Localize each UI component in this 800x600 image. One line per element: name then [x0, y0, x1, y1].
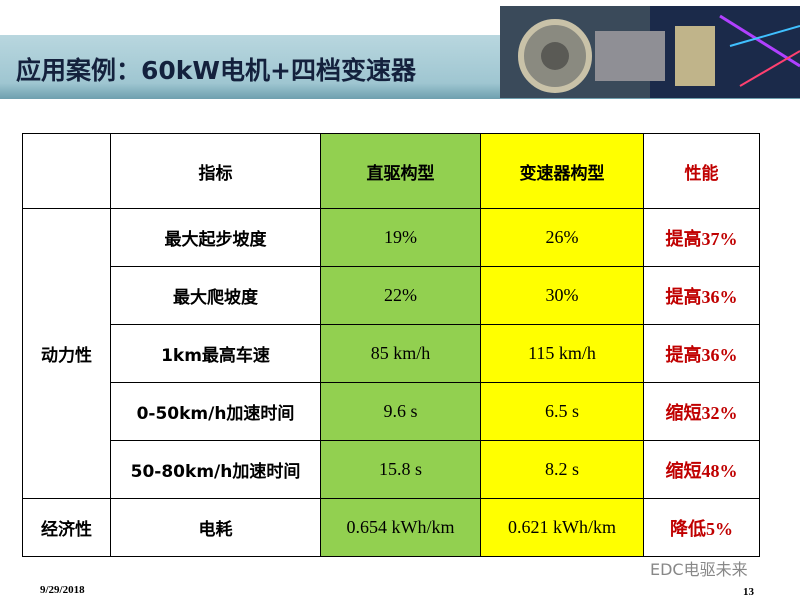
- header-cell: 指标: [110, 133, 321, 209]
- cell: 提高37%: [643, 208, 760, 267]
- cell: 0.654 kWh/km: [320, 498, 481, 557]
- cell: 9.6 s: [320, 382, 481, 441]
- cell: 缩短48%: [643, 440, 760, 499]
- data-row: 经济性 电耗 0.654 kWh/km 0.621 kWh/km 降低5%: [22, 498, 760, 557]
- cell: 50-80km/h加速时间: [110, 440, 321, 499]
- cell: 降低5%: [643, 498, 760, 557]
- watermark: EDC电驱未来: [650, 560, 748, 579]
- date: 9/29/2018: [40, 584, 85, 596]
- cell: 最大起步坡度: [110, 208, 321, 267]
- cell: 0.621 kWh/km: [480, 498, 644, 557]
- header-cell: 直驱构型: [320, 133, 481, 209]
- cell: 22%: [320, 266, 481, 325]
- data-row: 50-80km/h加速时间 15.8 s 8.2 s 缩短48%: [23, 440, 760, 499]
- data-row: 最大爬坡度 22% 30% 提高36%: [23, 266, 760, 325]
- header-cell: 性能: [643, 133, 760, 209]
- cell: 26%: [480, 208, 644, 267]
- cell: 15.8 s: [320, 440, 481, 499]
- cell: 提高36%: [643, 266, 760, 325]
- data-row: 1km最高车速 85 km/h 115 km/h 提高36%: [23, 324, 760, 383]
- cell: 115 km/h: [480, 324, 644, 383]
- cell: 19%: [320, 208, 481, 267]
- cell: 8.2 s: [480, 440, 644, 499]
- group-cell: 动力性: [22, 208, 111, 499]
- cell: 1km最高车速: [110, 324, 321, 383]
- comparison-table: 指标 直驱构型 变速器构型 性能 动力性 最大起步坡度 19% 26% 提高37% 最大爬坡度 22…: [22, 133, 760, 557]
- header-row: 指标 直驱构型 变速器构型 性能: [22, 133, 760, 209]
- data-row: 0-50km/h加速时间 9.6 s 6.5 s 缩短32%: [23, 382, 760, 441]
- slide-title: 应用案例：60kW电机+四档变速器: [16, 56, 416, 85]
- cell: 30%: [480, 266, 644, 325]
- cell: 电耗: [110, 498, 321, 557]
- cell: 85 km/h: [320, 324, 481, 383]
- page-number: 13: [743, 586, 754, 598]
- group-cell: 经济性: [22, 498, 111, 557]
- data-row: 动力性 最大起步坡度 19% 26% 提高37%: [22, 208, 760, 499]
- cell: 最大爬坡度: [110, 266, 321, 325]
- cell: 0-50km/h加速时间: [110, 382, 321, 441]
- header-cell: [22, 133, 111, 209]
- cell: 提高36%: [643, 324, 760, 383]
- header-cell: 变速器构型: [480, 133, 644, 209]
- cell: 6.5 s: [480, 382, 644, 441]
- cell: 缩短32%: [643, 382, 760, 441]
- header-image: [500, 6, 800, 98]
